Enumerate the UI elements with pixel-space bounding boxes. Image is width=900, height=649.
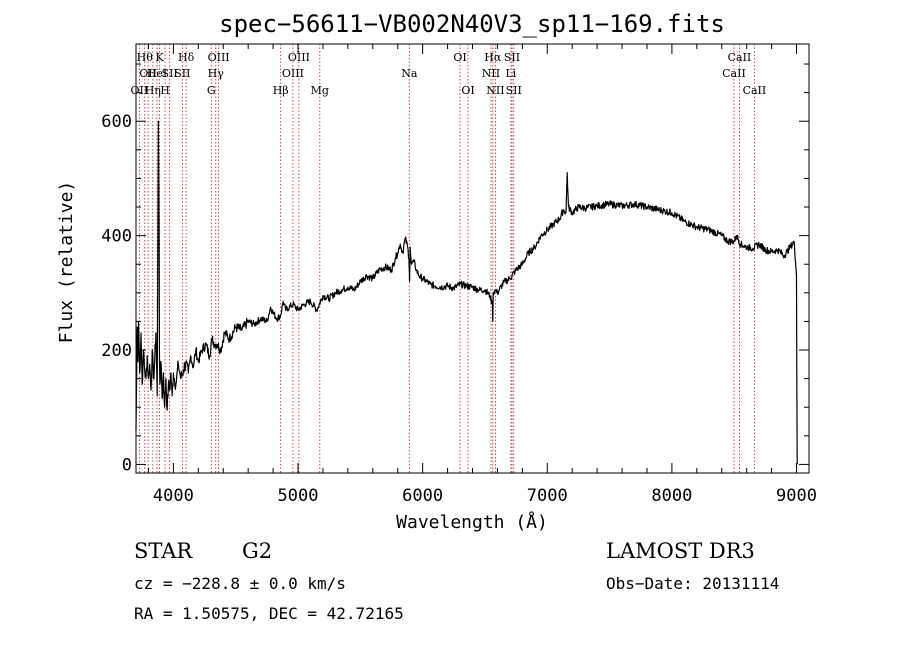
spectral-line-labels: OIIHθOIIHηHeIKHSIISIIHδGHγOIIIHβOIIIOIII… [131,51,767,97]
line-label-6: H [160,84,170,97]
redshift-value: cz = −228.8 ± 0.0 km/s [134,574,346,593]
line-label-12: OIII [208,51,230,64]
x-tick-label-4000: 4000 [153,486,194,506]
line-label-2: OII [139,67,157,80]
line-label-13: Hβ [273,84,289,97]
flux-series-line [135,120,798,465]
y-tick-label-200: 200 [101,341,132,361]
line-label-21: Hα [484,51,502,64]
line-label-24: SII [504,51,520,64]
line-label-27: CaII [728,51,752,64]
line-label-18: OI [453,51,466,64]
line-label-15: OIII [288,51,310,64]
object-subclass: G2 [242,539,273,563]
x-tick-label-5000: 5000 [278,486,319,506]
x-axis-ticks: 4000 5000 6000 7000 8000 9000 [147,44,817,506]
line-label-16: Mg [311,84,329,97]
line-label-11: Hγ [208,67,225,80]
line-label-0: OII [131,84,149,97]
observation-date: Obs−Date: 20131114 [606,574,780,593]
y-tick-label-400: 400 [101,227,132,247]
spectral-line-markers [138,44,755,473]
y-axis-ticks: 0 200 400 600 [101,63,809,475]
line-label-7: SII [162,67,178,80]
plot-frame [135,43,810,474]
chart-title: spec−56611−VB002N40V3_sp11−169.fits [219,10,725,38]
line-label-14: OIII [282,67,304,80]
survey-name: LAMOST DR3 [606,539,755,563]
line-label-10: G [207,84,216,97]
x-tick-label-8000: 8000 [651,486,692,506]
y-tick-label-0: 0 [122,455,132,475]
line-label-28: CaII [743,84,767,97]
x-tick-label-6000: 6000 [402,486,443,506]
line-label-20: NII [482,67,500,80]
line-label-9: Hδ [178,51,195,64]
coordinates: RA = 1.50575, DEC = 42.72165 [134,604,404,623]
y-axis-title: Flux (relative) [56,181,77,344]
line-label-1: Hθ [137,51,154,64]
line-label-22: NII [486,84,504,97]
x-axis-title: Wavelength (Å) [396,511,548,533]
line-label-5: K [155,51,164,64]
line-label-3: Hη [145,84,161,97]
x-tick-label-9000: 9000 [776,486,817,506]
line-label-25: SII [506,84,522,97]
x-tick-label-7000: 7000 [527,486,568,506]
line-label-4: HeI [147,67,167,80]
line-label-26: CaII [722,67,746,80]
object-class: STAR [134,539,193,563]
y-tick-label-600: 600 [101,112,132,132]
line-label-8: SII [174,67,190,80]
line-label-23: Li [505,67,516,80]
line-label-17: Na [401,67,418,80]
line-label-19: OI [461,84,474,97]
